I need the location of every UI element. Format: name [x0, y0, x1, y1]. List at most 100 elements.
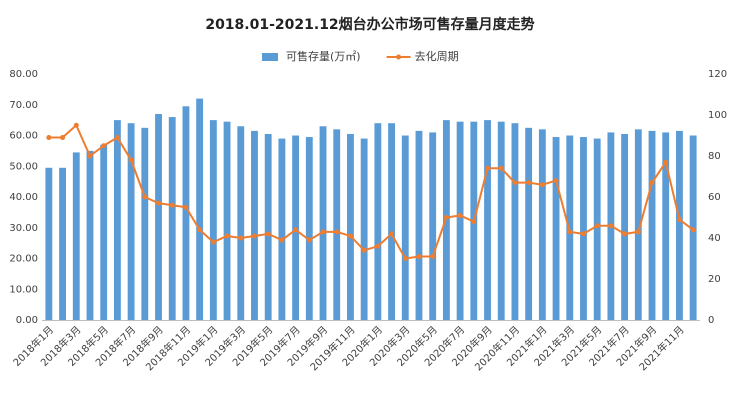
line-marker	[101, 143, 107, 149]
bar	[621, 133, 629, 320]
y-tick-label: 60.00	[9, 131, 38, 142]
bar	[264, 133, 272, 320]
y-tick-label: 30.00	[9, 223, 38, 234]
line-marker	[608, 223, 614, 229]
line-marker	[580, 231, 586, 237]
line	[48, 123, 694, 260]
line-marker	[238, 235, 244, 241]
line-marker	[128, 157, 134, 163]
bar	[45, 167, 53, 320]
line-marker	[375, 243, 381, 249]
bar	[196, 98, 204, 320]
y-tick-label: 50.00	[9, 161, 38, 172]
line-marker	[622, 231, 628, 237]
line-marker	[526, 180, 532, 186]
line-marker	[210, 239, 216, 245]
bar	[566, 135, 574, 320]
line-marker	[457, 212, 463, 218]
y2-tick-label: 0	[708, 315, 714, 326]
line-marker	[485, 165, 491, 171]
bar	[182, 106, 190, 320]
legend-swatch-marker	[396, 54, 402, 60]
line-marker	[567, 229, 573, 235]
bar	[251, 130, 258, 320]
bar	[511, 123, 519, 320]
bar	[580, 137, 587, 320]
line-marker	[279, 237, 285, 243]
bar	[648, 130, 656, 320]
line-marker	[320, 229, 326, 235]
line-marker	[690, 227, 696, 233]
line-marker	[553, 178, 559, 184]
bar	[662, 132, 670, 320]
bar	[223, 121, 231, 320]
bar	[484, 120, 491, 320]
bar	[59, 167, 66, 320]
bar	[374, 123, 382, 320]
line-marker	[498, 165, 504, 171]
legend-label: 去化周期	[415, 49, 459, 63]
line-marker	[142, 194, 148, 200]
line-marker	[224, 233, 230, 239]
bar	[593, 138, 601, 320]
y-tick-label: 40.00	[9, 192, 38, 203]
bar	[86, 150, 94, 320]
bar	[113, 120, 121, 320]
line-marker	[649, 180, 655, 186]
line-marker	[663, 159, 669, 165]
bar	[634, 129, 642, 320]
line-marker	[334, 229, 340, 235]
line-marker	[539, 182, 545, 188]
chart-title: 2018.01-2021.12烟台办公市场可售存量月度走势	[205, 16, 534, 33]
line-marker	[60, 135, 66, 141]
bar	[538, 129, 546, 320]
bar	[141, 127, 149, 320]
line-marker	[594, 223, 600, 229]
line-marker	[197, 227, 203, 233]
line-marker	[169, 202, 175, 208]
bar	[209, 120, 217, 320]
bar	[525, 127, 533, 320]
y-tick-label: 80.00	[9, 69, 38, 80]
bar	[676, 130, 683, 320]
line-marker	[293, 227, 299, 233]
bar	[497, 121, 505, 320]
bar	[552, 137, 560, 320]
bar	[168, 117, 176, 320]
line-marker	[430, 253, 436, 259]
bar	[100, 144, 108, 320]
bar	[278, 138, 286, 320]
legend-swatch	[262, 53, 278, 61]
y-tick-label: 0.00	[16, 315, 38, 326]
bar	[429, 132, 437, 320]
y2-tick-label: 60	[708, 192, 721, 203]
y2-tick-label: 20	[708, 274, 721, 285]
y2-tick-label: 80	[708, 151, 721, 162]
bar	[333, 129, 341, 320]
y-tick-label: 70.00	[9, 100, 38, 111]
line-marker	[443, 215, 449, 220]
bar	[360, 138, 368, 320]
line-marker	[306, 237, 312, 243]
line-marker	[471, 219, 477, 225]
line-marker	[389, 231, 395, 237]
bar	[388, 123, 395, 320]
y2-tick-label: 100	[708, 110, 727, 121]
line-marker	[361, 247, 367, 253]
line-marker	[635, 229, 641, 235]
bar	[305, 137, 313, 320]
line-marker	[46, 135, 52, 141]
line-marker	[114, 135, 120, 141]
bar	[347, 133, 354, 320]
line-marker	[512, 180, 518, 186]
line-marker	[676, 217, 682, 223]
y2-tick-label: 40	[708, 233, 721, 244]
legend-label: 可售存量(万㎡)	[286, 49, 361, 63]
y2-tick-label: 120	[708, 69, 727, 80]
bar	[72, 152, 80, 320]
line-marker	[265, 231, 271, 237]
line-marker	[402, 256, 408, 261]
line-marker	[416, 253, 422, 259]
bar	[155, 113, 162, 320]
